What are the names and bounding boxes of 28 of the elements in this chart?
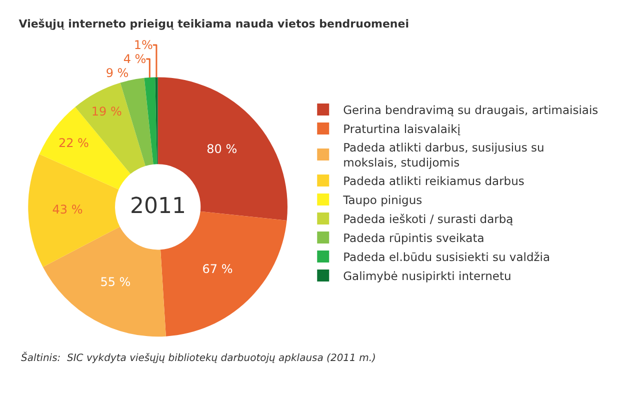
legend-label: Padeda ieškoti / surasti darbą — [343, 212, 514, 226]
donut-slice — [120, 78, 154, 166]
data-label: 4 % — [123, 52, 146, 66]
donut-slice — [155, 77, 158, 164]
legend-label: Gerina bendravimą su draugais, artimaisiais — [343, 103, 598, 118]
legend-label: Padeda atlikti darbus, susijusius su mokslais, studijomis — [343, 140, 544, 170]
data-label: 80 % — [206, 142, 238, 156]
data-label: 1% — [134, 38, 153, 52]
legend-label: Galimybė nusipirkti internetu — [343, 268, 512, 283]
donut-slice — [39, 106, 131, 190]
text: Šaltinis: SIC vykdyta viešųjų bibliotekų darbuotojų apklausa (2011 m.) — [21, 351, 376, 364]
data-label: 43 % — [52, 202, 83, 217]
chart-title: Viešųjų interneto prieigų teikiama nauda vietos bendruomenei — [18, 18, 409, 30]
data-label: 22 % — [58, 136, 89, 150]
legend-label: Padeda rūpintis sveikata — [343, 230, 484, 245]
legend-label: Taupo pinigus — [342, 192, 422, 207]
donut-slice — [42, 226, 166, 336]
text: 2011 — [130, 194, 186, 219]
donut-slice — [75, 82, 146, 174]
legend-label: Padeda el.būdu susisiekti su valdžia — [343, 250, 550, 264]
data-label: 9 % — [106, 66, 129, 80]
donut-slice — [144, 77, 157, 164]
donut-slice — [28, 154, 120, 267]
data-label: 19 % — [91, 104, 122, 118]
data-label: 67 % — [202, 262, 233, 276]
legend-label: Padeda atlikti reikiamus darbus — [343, 174, 524, 188]
legend-label: Praturtina laisvalaikį — [343, 122, 460, 136]
data-label: 55 % — [100, 275, 131, 290]
